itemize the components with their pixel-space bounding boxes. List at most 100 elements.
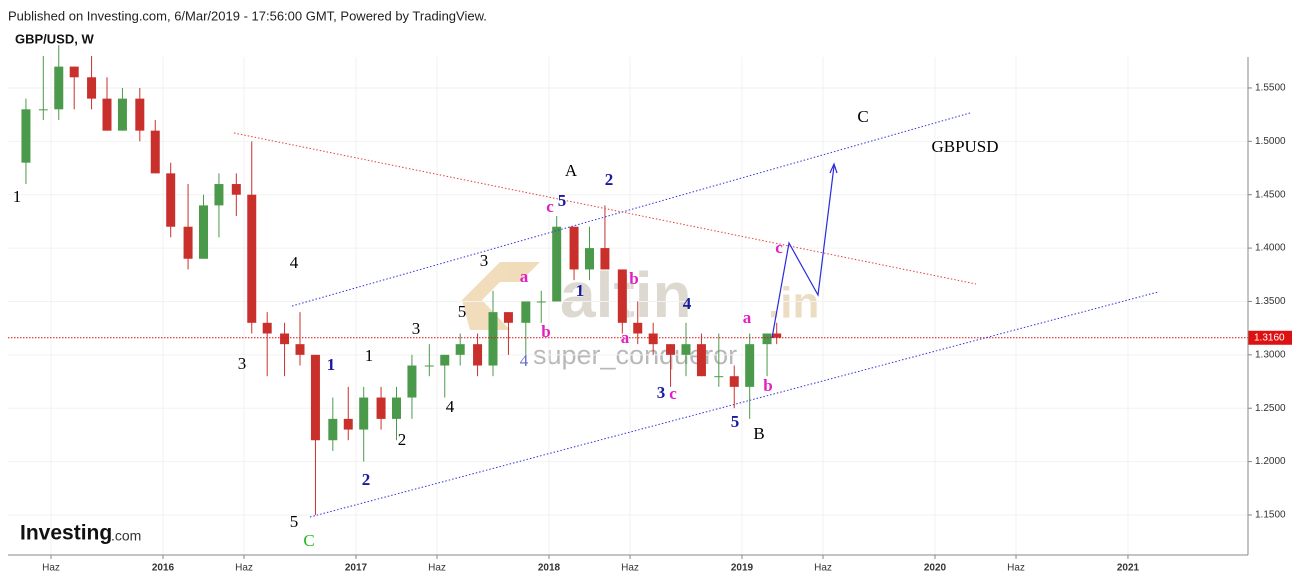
wave-label: c — [775, 238, 783, 257]
x-tick-label: Haz — [1007, 563, 1025, 574]
candle-body — [247, 194, 257, 323]
wave-label: 2 — [398, 430, 407, 449]
x-tick-label: 2019 — [731, 563, 754, 574]
wave-label: 1 — [576, 281, 585, 300]
y-tick-label: 1.4000 — [1255, 243, 1286, 254]
logo: Investing .com — [20, 522, 141, 545]
wave-label: C — [857, 107, 868, 126]
candle-body — [38, 109, 48, 111]
candle-body — [280, 333, 290, 345]
candle-body — [681, 344, 691, 355]
y-tick-label: 1.5500 — [1255, 83, 1286, 94]
wave-label: 1 — [327, 355, 336, 374]
candle-body — [87, 77, 97, 99]
wave-label: 4 — [290, 253, 299, 272]
candle-body — [696, 344, 706, 377]
candle-body — [600, 248, 610, 270]
wave-label: b — [629, 269, 638, 288]
candle-body — [328, 418, 338, 441]
candle-body — [455, 344, 465, 355]
candle-body — [310, 354, 320, 441]
candle-body — [359, 397, 369, 430]
channel-bottom — [309, 291, 1159, 518]
wave-label: a — [743, 308, 752, 327]
wave-label: 4 — [520, 351, 529, 370]
plot: 1.3160 — [8, 45, 1292, 515]
logo-brand: Investing — [20, 522, 112, 545]
candle-body — [536, 301, 546, 303]
wave-label: a — [621, 328, 630, 347]
x-tick-label: Haz — [621, 563, 639, 574]
candle-body — [772, 333, 782, 338]
y-tick-label: 1.5000 — [1255, 136, 1286, 147]
candle-body — [424, 365, 434, 367]
candle-body — [343, 418, 353, 430]
wave-label: 5 — [290, 512, 299, 531]
candle-body — [102, 98, 112, 131]
candle-body — [714, 376, 724, 378]
candle-body — [295, 344, 305, 355]
candle-body — [117, 98, 127, 131]
grid: 1.1500 1.2000 1.2500 1.3000 1.3500 1.4000 1.45… — [8, 57, 1286, 574]
wave-label: C — [303, 531, 314, 550]
y-tick-label: 1.3500 — [1255, 296, 1286, 307]
published-note: Published on Investing.com, 6/Mar/2019 -… — [8, 8, 487, 23]
wave-label: c — [669, 384, 677, 403]
wave-label: 2 — [605, 170, 614, 189]
candle-body — [648, 333, 658, 345]
candle-body — [150, 130, 160, 174]
forecast-path — [771, 165, 835, 339]
last-price-label: 1.3160 — [1254, 332, 1285, 343]
candle-body — [666, 344, 676, 355]
candle-body — [569, 226, 579, 270]
wave-label: 2 — [362, 470, 371, 489]
resistance-line — [233, 132, 977, 285]
y-tick-label: 1.4500 — [1255, 189, 1286, 200]
wave-label: a — [520, 267, 529, 286]
candle-body — [392, 397, 402, 419]
x-tick-label: 2021 — [1117, 563, 1140, 574]
candle-body — [440, 354, 450, 366]
last-price-box — [1248, 330, 1292, 345]
logo-suffix: .com — [111, 528, 141, 544]
wave-label: b — [763, 376, 772, 395]
candle-body — [183, 226, 193, 259]
x-tick-label: 2020 — [924, 563, 947, 574]
candle-body — [521, 301, 531, 323]
y-tick-label: 1.1500 — [1255, 510, 1286, 521]
wave-label: 3 — [238, 354, 247, 373]
candle-body — [199, 205, 209, 259]
arrow-head — [829, 162, 838, 174]
candle-body — [503, 312, 513, 323]
candle-body — [552, 226, 562, 302]
wave-label: 3 — [480, 251, 489, 270]
watermark: altin .in super_conqueror — [462, 259, 819, 370]
wave-label: 4 — [683, 294, 692, 313]
wave-label: 5 — [731, 412, 740, 431]
y-tick-label: 1.2000 — [1255, 456, 1286, 467]
candle-body — [617, 269, 627, 323]
x-tick-label: 2017 — [345, 563, 368, 574]
candle-body — [262, 322, 272, 334]
candle-body — [135, 98, 145, 131]
wave-label: 4 — [446, 397, 455, 416]
wave-label: b — [541, 322, 550, 341]
wave-label: A — [565, 161, 578, 180]
x-tick-label: Haz — [42, 563, 60, 574]
x-tick-label: 2016 — [152, 563, 175, 574]
wave-label: B — [753, 424, 764, 443]
candle-body — [69, 66, 79, 78]
symbol: GBP/USD, W — [15, 31, 94, 46]
x-tick-label: 2018 — [538, 563, 561, 574]
wave-label: 5 — [458, 302, 467, 321]
wave-label: 3 — [412, 319, 421, 338]
candle-body — [745, 344, 755, 387]
wave-label: 1 — [365, 346, 374, 365]
candle-body — [633, 322, 643, 334]
candle-body — [214, 184, 224, 206]
candle-body — [488, 312, 498, 366]
x-tick-label: Haz — [428, 563, 446, 574]
x-tick-label: Haz — [814, 563, 832, 574]
